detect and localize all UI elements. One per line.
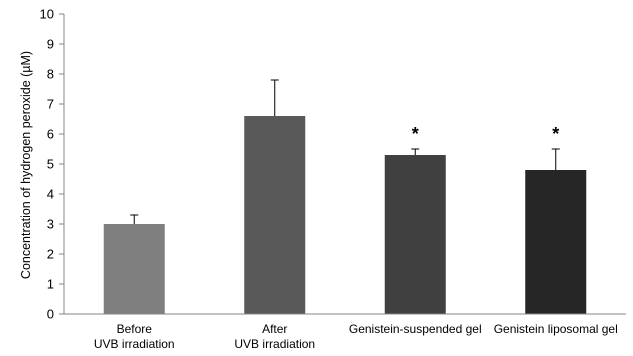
bars xyxy=(103,116,587,314)
significance-markers: * * xyxy=(412,124,560,144)
y-tick-label: 2 xyxy=(47,247,54,262)
category-label: UVB irradiation xyxy=(94,337,175,351)
significance-star: * xyxy=(552,124,559,144)
axis-lines xyxy=(63,14,626,315)
y-axis-title-group: Concentration of hydrogen peroxide (µM) xyxy=(19,51,33,279)
error-bars xyxy=(130,79,560,224)
category-label: Genistein-suspended gel xyxy=(349,322,482,336)
category-label: Genistein liposomal gel xyxy=(494,322,618,336)
y-axis: 0 1 2 3 4 5 6 7 8 9 10 xyxy=(40,7,64,322)
y-tick-label: 6 xyxy=(47,127,54,142)
y-tick-label: 4 xyxy=(47,187,54,202)
bar xyxy=(384,155,446,314)
y-tick-label: 9 xyxy=(47,37,54,52)
y-tick-label: 8 xyxy=(47,67,54,82)
category-label: UVB irradiation xyxy=(234,337,315,351)
category-label: After xyxy=(262,322,287,336)
y-axis-title: Concentration of hydrogen peroxide (µM) xyxy=(19,51,33,279)
bar xyxy=(525,170,587,314)
y-tick-label: 3 xyxy=(47,217,54,232)
y-tick-label: 7 xyxy=(47,97,54,112)
significance-star: * xyxy=(412,124,419,144)
bar xyxy=(103,224,165,314)
y-tick-label: 5 xyxy=(47,157,54,172)
y-tick-label: 1 xyxy=(47,277,54,292)
y-tick-label: 0 xyxy=(47,307,54,322)
y-tick-label: 10 xyxy=(40,7,54,22)
category-label: Before xyxy=(117,322,153,336)
bar xyxy=(244,116,306,314)
